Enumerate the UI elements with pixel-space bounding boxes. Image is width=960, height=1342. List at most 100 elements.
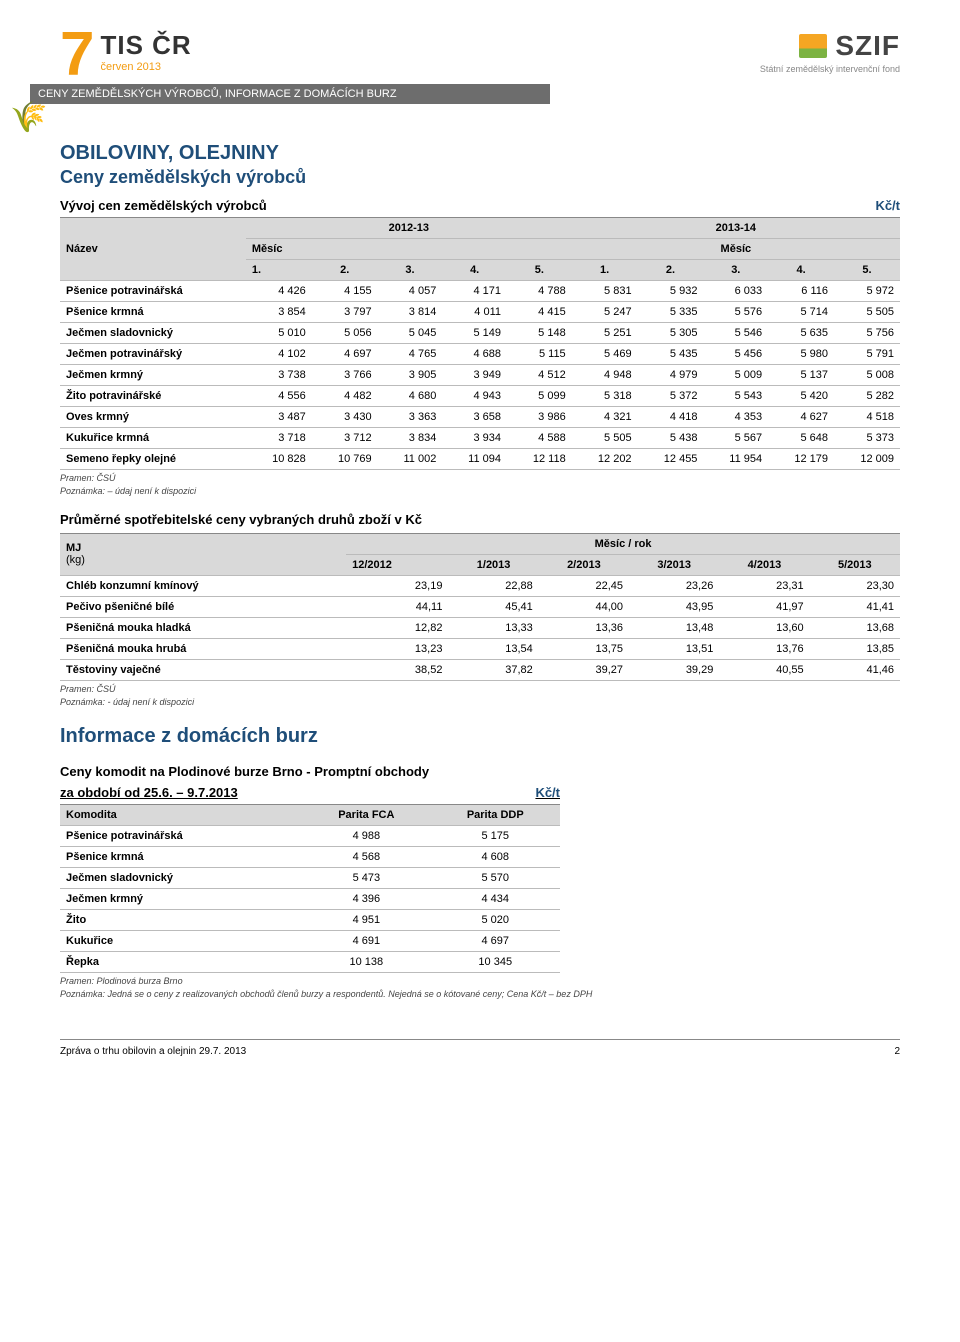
cell-value: 3 487	[246, 406, 312, 427]
table2-note: Poznámka: - údaj není k dispozici	[60, 697, 900, 707]
cell-value: 11 954	[703, 448, 768, 469]
cell-value: 4 588	[507, 427, 572, 448]
footer-left: Zpráva o trhu obilovin a olejnin 29.7. 2…	[60, 1046, 246, 1057]
cell-value: 44,00	[539, 596, 629, 617]
cell-value: 5 567	[703, 427, 768, 448]
cell-value: 23,30	[810, 575, 900, 596]
cell-value: 13,54	[448, 638, 538, 659]
col-name: Název	[60, 217, 246, 280]
table2-source: Pramen: ČSÚ	[60, 684, 900, 694]
tis-label: TIS ČR	[100, 30, 191, 61]
cell-value: 13,75	[539, 638, 629, 659]
cell-value: 4 688	[442, 343, 507, 364]
cell-value: 13,76	[719, 638, 809, 659]
row-name: Žito potravinářské	[60, 385, 246, 406]
cell-value: 6 033	[703, 280, 768, 301]
cell-value: 5 008	[834, 364, 900, 385]
cell-value: 12,82	[346, 617, 448, 638]
cell-value: 37,82	[448, 659, 538, 680]
szif-sublabel: Státní zemědělský intervenční fond	[760, 64, 900, 74]
period-header: 5/2013	[810, 554, 900, 575]
cell-value: 39,27	[539, 659, 629, 680]
tis-month: červen 2013	[100, 61, 191, 73]
section3-period-row: za období od 25.6. – 9.7.2013 Kč/t	[60, 785, 560, 800]
cell-value: 5 020	[431, 909, 561, 930]
row-name: Pšeničná mouka hrubá	[60, 638, 346, 659]
cell-value: 5 318	[572, 385, 638, 406]
table3-source: Pramen: Plodinová burza Brno	[60, 976, 900, 986]
col-month-b: Měsíc	[572, 238, 900, 259]
cell-value: 3 834	[378, 427, 443, 448]
cell-value: 5 282	[834, 385, 900, 406]
cell-value: 5 009	[703, 364, 768, 385]
table-row: Kukuřice4 6914 697	[60, 930, 560, 951]
section3-unit: Kč/t	[535, 785, 560, 800]
cell-value: 12 009	[834, 448, 900, 469]
column-header: Komodita	[60, 804, 302, 825]
szif-icon	[799, 34, 827, 58]
period-header: 3/2013	[629, 554, 719, 575]
cell-value: 10 138	[302, 951, 430, 972]
cell-value: 11 094	[442, 448, 507, 469]
row-name: Pšenice krmná	[60, 846, 302, 867]
cell-value: 12 202	[572, 448, 638, 469]
cell-value: 4 568	[302, 846, 430, 867]
cell-value: 5 115	[507, 343, 572, 364]
cell-value: 4 788	[507, 280, 572, 301]
cell-value: 4 697	[431, 930, 561, 951]
table1-title: Vývoj cen zemědělských výrobců	[60, 198, 267, 213]
cell-value: 4 353	[703, 406, 768, 427]
table-row: Těstoviny vaječné38,5237,8239,2739,2940,…	[60, 659, 900, 680]
cell-value: 5 980	[768, 343, 834, 364]
cell-value: 10 769	[312, 448, 378, 469]
cell-value: 5 305	[638, 322, 704, 343]
table-row: Chléb konzumní kmínový23,1922,8822,4523,…	[60, 575, 900, 596]
producer-prices-table: Název 2012-13 2013-14 Měsíc Měsíc 1.2.3.…	[60, 217, 900, 470]
table1-note: Poznámka: – údaj není k dispozici	[60, 486, 900, 496]
row-name: Chléb konzumní kmínový	[60, 575, 346, 596]
cell-value: 13,48	[629, 617, 719, 638]
cell-value: 4 396	[302, 888, 430, 909]
cell-value: 23,31	[719, 575, 809, 596]
row-name: Pšenice potravinářská	[60, 280, 246, 301]
row-name: Řepka	[60, 951, 302, 972]
table-row: Ječmen potravinářský4 1024 6974 7654 688…	[60, 343, 900, 364]
cell-value: 10 828	[246, 448, 312, 469]
cell-value: 4 102	[246, 343, 312, 364]
cell-value: 3 712	[312, 427, 378, 448]
col-month-a: Měsíc	[246, 238, 572, 259]
period-header: 4/2013	[719, 554, 809, 575]
section1-title: OBILOVINY, OLEJNINY	[60, 142, 900, 165]
cell-value: 5 175	[431, 825, 561, 846]
cell-value: 5 635	[768, 322, 834, 343]
cell-value: 4 765	[378, 343, 443, 364]
month-header: 2.	[312, 259, 378, 280]
szif-label: SZIF	[835, 30, 900, 62]
cell-value: 6 116	[768, 280, 834, 301]
cell-value: 4 434	[431, 888, 561, 909]
cell-value: 5 435	[638, 343, 704, 364]
footer-page-number: 2	[894, 1046, 900, 1057]
table-row: Pečivo pšeničné bílé44,1145,4144,0043,95…	[60, 596, 900, 617]
row-name: Pečivo pšeničné bílé	[60, 596, 346, 617]
logo-right: SZIF Státní zemědělský intervenční fond	[760, 30, 900, 74]
cell-value: 4 512	[507, 364, 572, 385]
cell-value: 5 505	[572, 427, 638, 448]
cell-value: 3 363	[378, 406, 443, 427]
cell-value: 5 148	[507, 322, 572, 343]
col-period-header: Měsíc / rok	[346, 533, 900, 554]
row-name: Pšenice krmná	[60, 301, 246, 322]
row-name: Kukuřice	[60, 930, 302, 951]
cell-value: 11 002	[378, 448, 443, 469]
row-name: Ječmen potravinářský	[60, 343, 246, 364]
cell-value: 5 149	[442, 322, 507, 343]
issue-number: 7	[60, 30, 94, 80]
logo-left: 7 TIS ČR červen 2013	[60, 30, 192, 80]
cell-value: 45,41	[448, 596, 538, 617]
cell-value: 5 469	[572, 343, 638, 364]
cell-value: 41,41	[810, 596, 900, 617]
cell-value: 4 518	[834, 406, 900, 427]
month-header: 5.	[507, 259, 572, 280]
table-row: Ječmen sladovnický5 4735 570	[60, 867, 560, 888]
cell-value: 4 171	[442, 280, 507, 301]
